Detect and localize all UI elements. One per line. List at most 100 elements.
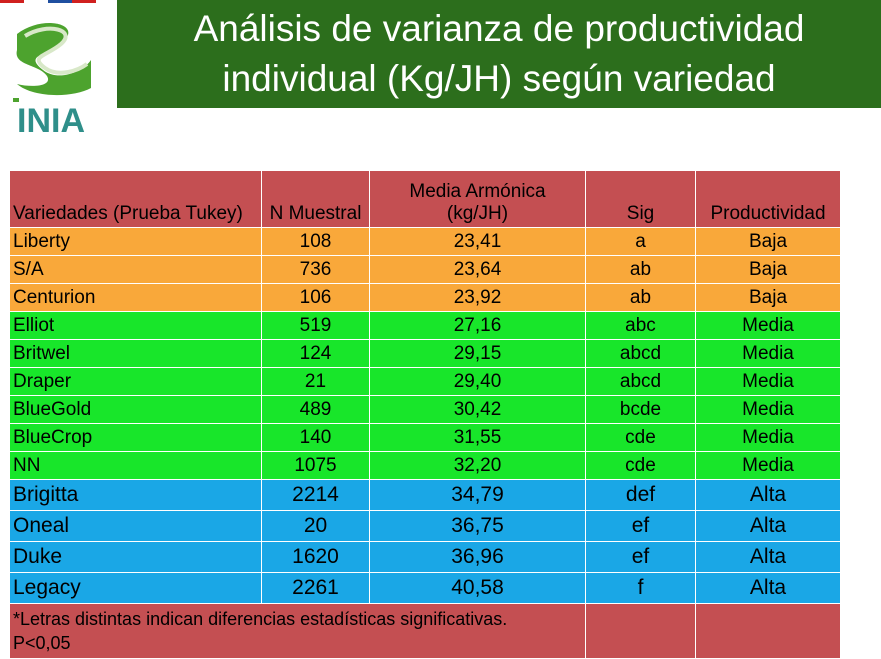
cell-mean: 27,16 (369, 311, 586, 340)
cell-sig: f (585, 572, 696, 604)
cell-productivity: Alta (695, 479, 841, 511)
cell-n: 106 (261, 283, 370, 312)
cell-mean: 31,55 (369, 423, 586, 452)
cell-productivity: Media (695, 395, 841, 424)
cell-n: 489 (261, 395, 370, 424)
table-row: Liberty 108 23,41 a Baja (9, 227, 841, 256)
cell-productivity: Alta (695, 510, 841, 542)
cell-n: 1075 (261, 451, 370, 480)
cell-n: 2261 (261, 572, 370, 604)
table-row: Brigitta 2214 34,79 def Alta (9, 479, 841, 511)
cell-variety: Duke (9, 541, 262, 573)
cell-sig: abcd (585, 339, 696, 368)
cell-variety: Elliot (9, 311, 262, 340)
cell-variety: Oneal (9, 510, 262, 542)
header-productivity: Productividad (695, 170, 841, 228)
table-row: BlueCrop 140 31,55 cde Media (9, 423, 841, 452)
cell-sig: cde (585, 451, 696, 480)
cell-sig: abcd (585, 367, 696, 396)
cell-sig: ab (585, 255, 696, 284)
cell-sig: a (585, 227, 696, 256)
table-row: Oneal 20 36,75 ef Alta (9, 510, 841, 542)
cell-sig: ef (585, 541, 696, 573)
cell-sig: bcde (585, 395, 696, 424)
table-row: NN 1075 32,20 cde Media (9, 451, 841, 480)
table-row: Duke 1620 36,96 ef Alta (9, 541, 841, 573)
title-line-1: Análisis de varianza de productividad (193, 8, 805, 49)
cell-productivity: Baja (695, 255, 841, 284)
table-body: Liberty 108 23,41 a Baja S/A 736 23,64 ab Baja Cen… (9, 227, 841, 604)
cell-productivity: Baja (695, 283, 841, 312)
footnote-line2: P<0,05 (13, 633, 71, 653)
cell-variety: NN (9, 451, 262, 480)
cell-variety: S/A (9, 255, 262, 284)
flag-stripe (0, 0, 96, 3)
cell-mean: 23,64 (369, 255, 586, 284)
cell-variety: Britwel (9, 339, 262, 368)
footnote-empty-productivity (695, 603, 841, 659)
cell-mean: 29,40 (369, 367, 586, 396)
cell-sig: cde (585, 423, 696, 452)
cell-mean: 30,42 (369, 395, 586, 424)
cell-variety: BlueCrop (9, 423, 262, 452)
cell-n: 21 (261, 367, 370, 396)
cell-mean: 29,15 (369, 339, 586, 368)
cell-productivity: Alta (695, 572, 841, 604)
cell-n: 140 (261, 423, 370, 452)
cell-mean: 23,41 (369, 227, 586, 256)
cell-variety: Centurion (9, 283, 262, 312)
header-mean-line2: (kg/JH) (446, 203, 509, 224)
header-variety: Variedades (Prueba Tukey) (9, 170, 262, 228)
table-row: Draper 21 29,40 abcd Media (9, 367, 841, 396)
cell-mean: 40,58 (369, 572, 586, 604)
table-row: S/A 736 23,64 ab Baja (9, 255, 841, 284)
cell-productivity: Baja (695, 227, 841, 256)
inia-logo: INIA (9, 18, 95, 140)
cell-mean: 36,96 (369, 541, 586, 573)
cell-n: 124 (261, 339, 370, 368)
header-row: Variedades (Prueba Tukey) N Muestral Med… (9, 170, 841, 228)
cell-sig: ef (585, 510, 696, 542)
cell-n: 736 (261, 255, 370, 284)
cell-mean: 32,20 (369, 451, 586, 480)
footnote-empty-sig (585, 603, 696, 659)
cell-productivity: Media (695, 311, 841, 340)
cell-sig: ab (585, 283, 696, 312)
cell-mean: 23,92 (369, 283, 586, 312)
table-row: BlueGold 489 30,42 bcde Media (9, 395, 841, 424)
table-row: Elliot 519 27,16 abc Media (9, 311, 841, 340)
cell-variety: Liberty (9, 227, 262, 256)
title-banner: Análisis de varianza de productividad in… (117, 0, 881, 108)
cell-variety: Brigitta (9, 479, 262, 511)
cell-variety: Legacy (9, 572, 262, 604)
cell-productivity: Media (695, 423, 841, 452)
logo-text: INIA (17, 102, 85, 140)
cell-sig: def (585, 479, 696, 511)
header-mean-line1: Media Armónica (409, 181, 546, 202)
table-row: Centurion 106 23,92 ab Baja (9, 283, 841, 312)
cell-mean: 36,75 (369, 510, 586, 542)
header-sig: Sig (585, 170, 696, 228)
cell-productivity: Alta (695, 541, 841, 573)
cell-sig: abc (585, 311, 696, 340)
footnote-row: *Letras distintas indican diferencias es… (9, 603, 841, 659)
table-row: Legacy 2261 40,58 f Alta (9, 572, 841, 604)
cell-n: 519 (261, 311, 370, 340)
header-mean: Media Armónica (kg/JH) (369, 170, 586, 228)
footnote-line1: *Letras distintas indican diferencias es… (13, 609, 508, 629)
cell-productivity: Media (695, 367, 841, 396)
cell-n: 108 (261, 227, 370, 256)
footnote: *Letras distintas indican diferencias es… (9, 603, 586, 659)
cell-n: 1620 (261, 541, 370, 573)
title-line-2: individual (Kg/JH) según variedad (222, 58, 776, 99)
cell-n: 2214 (261, 479, 370, 511)
table-row: Britwel 124 29,15 abcd Media (9, 339, 841, 368)
cell-mean: 34,79 (369, 479, 586, 511)
header-n: N Muestral (261, 170, 370, 228)
cell-productivity: Media (695, 339, 841, 368)
cell-variety: Draper (9, 367, 262, 396)
variance-table: Variedades (Prueba Tukey) N Muestral Med… (9, 170, 841, 659)
cell-variety: BlueGold (9, 395, 262, 424)
cell-n: 20 (261, 510, 370, 542)
cell-productivity: Media (695, 451, 841, 480)
